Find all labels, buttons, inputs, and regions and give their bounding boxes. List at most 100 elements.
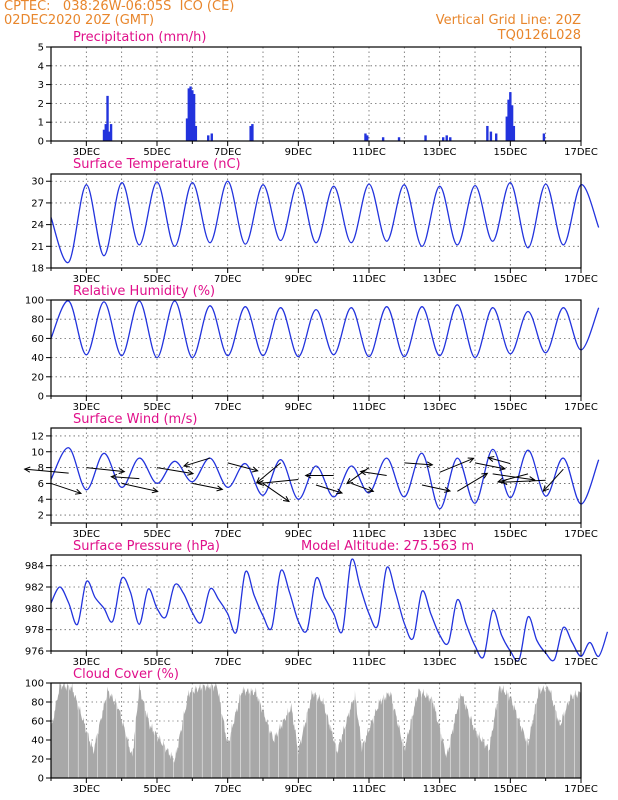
precip-bar: [489, 131, 493, 141]
wind-arrow: [192, 482, 223, 490]
wind-arrow-head: [467, 457, 475, 464]
precip-bar: [191, 90, 194, 141]
y-tick-label: 60: [31, 334, 44, 345]
x-tick-label: 17DEC: [564, 784, 598, 795]
y-tick-label: 12: [31, 431, 44, 442]
wind-arrow-head: [481, 472, 489, 479]
wind-arrow: [111, 476, 140, 480]
precip-bar: [207, 135, 210, 141]
wind-arrow-head: [257, 479, 265, 486]
x-tick-label: 13DEC: [423, 657, 457, 668]
wind-arrow: [439, 457, 474, 473]
x-tick-label: 17DEC: [564, 657, 598, 668]
wind-arrow: [86, 467, 125, 473]
panel-5: Surface Pressure (hPa) Model Altitude: 27…: [25, 539, 609, 668]
y-tick-label: 30: [31, 177, 44, 188]
wind-arrow: [474, 462, 506, 470]
wind-arrow-head: [118, 467, 126, 475]
header-line2-right: TQ0126L028: [497, 28, 581, 43]
x-tick-label: 3DEC: [73, 784, 100, 795]
wind-arrow-head: [487, 456, 495, 462]
wind-arrow: [542, 468, 564, 492]
x-tick-label: 17DEC: [564, 402, 598, 413]
wind-arrow: [258, 478, 299, 484]
y-tick-label: 40: [31, 736, 44, 747]
x-tick-label: 15DEC: [493, 784, 527, 795]
precip-bar: [495, 133, 498, 141]
x-tick-label: 15DEC: [493, 402, 527, 413]
precip-bar: [442, 137, 445, 141]
x-tick-label: 13DEC: [423, 402, 457, 413]
x-tick-label: 17DEC: [564, 147, 598, 158]
wind-arrow-head: [500, 478, 508, 486]
wind-arrow-head: [182, 461, 191, 468]
wind-arrow: [256, 462, 281, 484]
x-tick-label: 5DEC: [143, 657, 170, 668]
wind-arrow-head: [499, 464, 507, 471]
y-tick-label: 6: [38, 479, 44, 490]
panel-title: Precipitation (mm/h): [73, 30, 206, 45]
wind-arrow: [351, 482, 374, 492]
y-tick-label: 80: [31, 315, 44, 326]
y-tick-label: 984: [25, 561, 44, 572]
y-tick-label: 40: [31, 353, 44, 364]
y-tick-label: 100: [25, 296, 44, 307]
precip-bar: [210, 133, 213, 141]
panel-title: Surface Wind (m/s): [73, 412, 197, 427]
panel-frame: [50, 299, 582, 397]
y-tick-label: 8: [38, 463, 44, 474]
y-tick-label: 27: [31, 198, 44, 209]
y-tick-label: 18: [31, 264, 44, 275]
y-tick-label: 4: [38, 495, 44, 506]
x-tick-label: 15DEC: [493, 657, 527, 668]
wind-arrow-head: [216, 485, 224, 492]
precip-bar: [192, 94, 196, 141]
series-line: [50, 558, 609, 662]
precip-bar: [445, 135, 448, 141]
x-tick-label: 7DEC: [214, 657, 241, 668]
y-tick-label: 0: [38, 774, 44, 785]
wind-arrow-head: [426, 461, 434, 468]
precip-bar: [194, 125, 198, 141]
x-tick-label: 3DEC: [73, 529, 100, 540]
y-tick-label: 976: [25, 647, 44, 658]
x-tick-label: 5DEC: [143, 147, 170, 158]
y-tick-label: 21: [31, 242, 44, 253]
wind-arrow: [121, 482, 158, 492]
wind-arrow-head: [74, 488, 83, 495]
series-line: [50, 447, 600, 510]
model-altitude-label: Model Altitude: 275.563 m: [301, 539, 474, 554]
precip-bar: [512, 125, 516, 141]
y-tick-label: 978: [25, 625, 44, 636]
x-tick-label: 13DEC: [423, 529, 457, 540]
precip-bar: [507, 99, 510, 141]
x-tick-label: 7DEC: [214, 529, 241, 540]
precip-bar: [424, 135, 427, 141]
precip-bar: [381, 137, 385, 141]
wind-arrow-head: [304, 472, 312, 479]
wind-arrow-head: [251, 466, 259, 473]
precip-bar: [185, 118, 189, 141]
panel-3: Relative Humidity (%) 0 20 40 60 80 100 3DEC 5DE…: [25, 284, 600, 413]
precip-bar: [364, 133, 367, 141]
y-tick-label: 982: [25, 583, 44, 594]
x-tick-label: 3DEC: [73, 147, 100, 158]
wind-arrow-head: [542, 485, 550, 493]
wind-arrow: [497, 473, 529, 483]
panel-frame: [50, 554, 582, 652]
wind-arrow: [262, 483, 290, 502]
x-tick-label: 9DEC: [285, 147, 312, 158]
wind-arrow: [183, 457, 211, 467]
wind-arrow: [50, 482, 82, 494]
precip-bar: [509, 92, 512, 141]
precip-bar: [189, 86, 192, 141]
x-tick-label: 13DEC: [423, 147, 457, 158]
x-tick-label: 11DEC: [352, 657, 386, 668]
wind-arrow-head: [367, 486, 375, 493]
precip-bar: [505, 116, 508, 141]
header-line1-left: CPTEC: 038:26W-06:05S ICO (CE): [4, 0, 235, 14]
wind-arrow-head: [444, 486, 452, 493]
x-tick-label: 3DEC: [73, 657, 100, 668]
x-tick-label: 13DEC: [423, 274, 457, 285]
wind-arrow-head: [187, 469, 195, 476]
